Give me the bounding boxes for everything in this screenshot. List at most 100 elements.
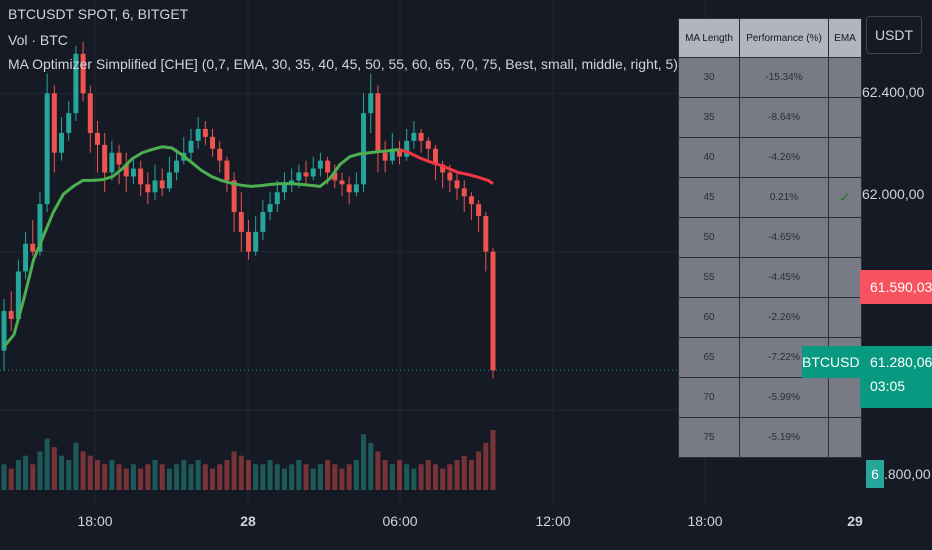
candle-down (418, 132, 424, 141)
candle-down (468, 196, 474, 205)
candle-down (238, 212, 244, 232)
performance-table: MA Length Performance (%) EMA 30 -15.34% 3… (678, 18, 862, 458)
cell-ma-length: 30 (678, 57, 740, 98)
price-label: 62.000,00 (862, 186, 925, 202)
cell-ma-length: 40 (678, 137, 740, 178)
volume-bar (447, 464, 453, 490)
candle-up (404, 140, 410, 157)
volume-bar (152, 460, 158, 490)
volume-bar (238, 455, 244, 490)
candle-up (253, 231, 259, 252)
volume-bar (37, 451, 43, 490)
candle-down (375, 93, 381, 153)
volume-bar (130, 464, 136, 490)
volume-bar (138, 468, 144, 490)
time-label: 18:00 (77, 513, 113, 529)
candle-down (202, 128, 208, 137)
candle-up (353, 184, 359, 193)
volume-bar (397, 460, 403, 490)
cell-performance: -4.26% (739, 137, 829, 178)
volume-bar (490, 430, 496, 490)
cell-performance: -2.26% (739, 297, 829, 338)
volume-bar (375, 451, 381, 490)
candle-down (483, 216, 489, 252)
volume-bar (51, 447, 57, 490)
candle-up (267, 204, 273, 213)
candle-down (145, 184, 151, 193)
volume-bar (253, 464, 259, 490)
candle-up (23, 243, 29, 272)
candle-down (217, 148, 223, 161)
volume-bar (87, 455, 93, 490)
table-row: 70 -5.99% (678, 377, 862, 418)
cell-ema-best (828, 417, 862, 458)
cell-ema-best: ✓ (828, 177, 862, 218)
time-label: 29 (847, 513, 863, 529)
volume-bar (325, 460, 331, 490)
volume-bar (339, 468, 345, 490)
volume-bar (332, 464, 338, 490)
last-price-badge: 61.280,06 03:05 (860, 346, 932, 408)
candle-up (37, 204, 43, 252)
candle-up (368, 93, 374, 114)
volume-bar (8, 468, 14, 490)
volume-bars (1, 430, 496, 490)
candle-up (274, 192, 280, 205)
volume-bar (246, 460, 251, 490)
volume-bar (425, 460, 431, 490)
currency-button[interactable]: USDT (866, 16, 922, 54)
candle-down (87, 93, 93, 133)
table-row: 75 -5.19% (678, 417, 862, 458)
volume-bar (23, 455, 29, 490)
cell-ma-length: 55 (678, 257, 740, 298)
cell-ma-length: 75 (678, 417, 740, 458)
volume-bar (317, 464, 323, 490)
candle-down (123, 164, 129, 177)
candle-up (59, 132, 65, 153)
volume-bar (281, 468, 287, 490)
volume-bar (102, 464, 108, 490)
candle-up (296, 172, 302, 181)
candle-down (159, 180, 165, 189)
cell-ema-best (828, 377, 862, 418)
cell-ema-best (828, 57, 862, 98)
cell-ema-best (828, 217, 862, 258)
time-label: 06:00 (382, 513, 418, 529)
volume-bar (476, 451, 482, 490)
volume-badge: 6 (866, 460, 884, 488)
volume-bar (468, 460, 474, 490)
candle-down (246, 231, 251, 252)
volume-bar (44, 438, 50, 490)
candle-up (361, 113, 367, 185)
candle-up (73, 53, 79, 114)
volume-bar (94, 460, 100, 490)
candle-down (80, 53, 86, 94)
candle-down (102, 144, 108, 173)
legend-indicator[interactable]: MA Optimizer Simplified [CHE] (0,7, EMA,… (8, 56, 678, 72)
candle-up (188, 140, 194, 153)
volume-bar (109, 460, 115, 490)
cell-performance: -8.64% (739, 97, 829, 138)
candle-down (51, 93, 57, 153)
candle-up (152, 180, 158, 193)
ema-line-down (398, 148, 494, 185)
legend-volume[interactable]: Vol · BTC (8, 32, 68, 48)
candle-up (130, 168, 136, 177)
cell-ema-best (828, 257, 862, 298)
cell-performance: 0.21% (739, 177, 829, 218)
candle-down (397, 148, 403, 157)
volume-bar (231, 451, 237, 490)
volume-bar (289, 464, 295, 490)
candle-down (461, 188, 467, 197)
candle-down (454, 180, 460, 189)
table-row: 30 -15.34% (678, 57, 862, 98)
volume-bar (296, 460, 302, 490)
candle-down (325, 160, 331, 173)
candle-down (94, 132, 100, 145)
volume-bar (382, 460, 388, 490)
candle-down (116, 152, 122, 165)
legend-symbol[interactable]: BTCUSDT SPOT, 6, BITGET (8, 6, 189, 22)
candle-up (260, 212, 266, 232)
volume-bar (181, 460, 187, 490)
